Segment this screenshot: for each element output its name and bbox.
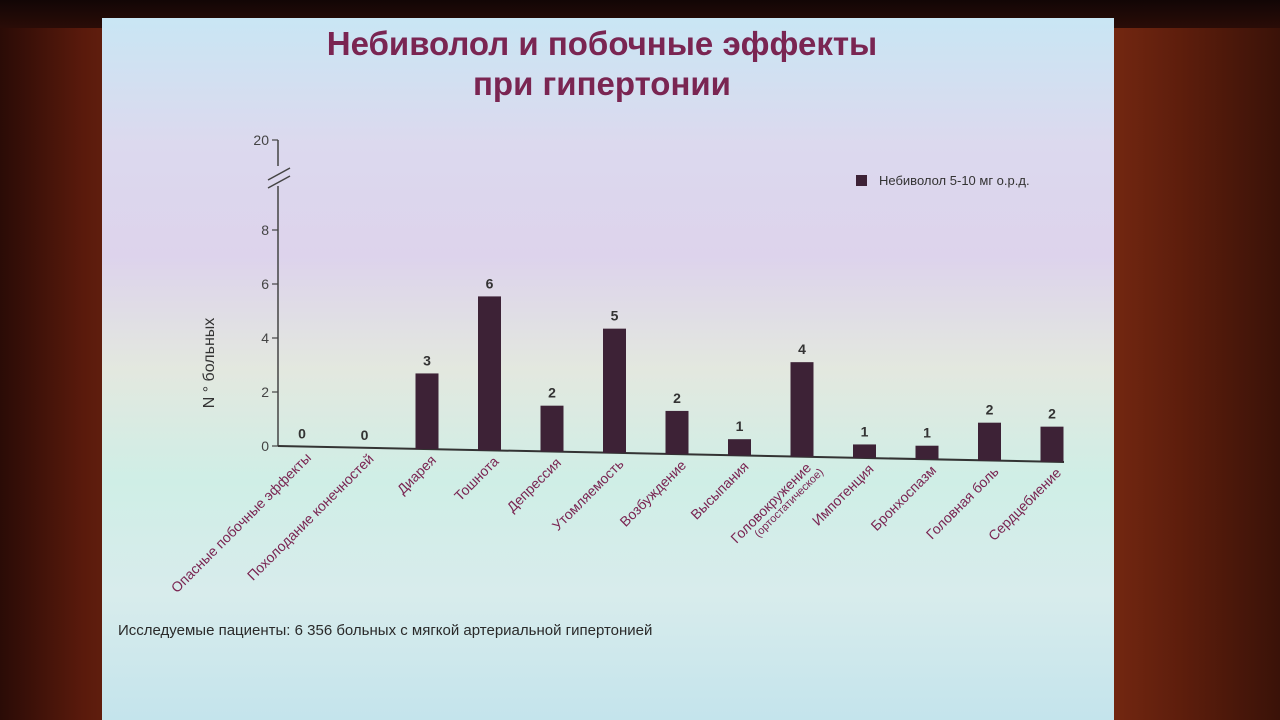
data-label: 3	[423, 352, 431, 368]
bar	[540, 405, 564, 452]
data-label: 2	[673, 390, 681, 406]
y-tick-label: 6	[261, 276, 269, 292]
title-line-1: Небиволол и побочные эффекты	[326, 25, 878, 62]
bar	[603, 328, 626, 453]
y-tick-label: 0	[261, 438, 269, 454]
category-label: Похолодание конечностей	[244, 451, 377, 584]
data-label: 2	[986, 402, 994, 418]
axis-break-mark	[267, 175, 291, 189]
slide-title: Небиволол и побочные эффекты при гиперто…	[252, 24, 952, 104]
category-label: Тошнота	[451, 453, 502, 504]
category-label: Высыпания	[687, 458, 751, 522]
bar	[1040, 426, 1064, 462]
category-label: Возбуждение	[616, 457, 689, 530]
bar	[728, 439, 751, 456]
data-label: 1	[923, 425, 931, 441]
legend-label: Небиволол 5-10 мг о.р.д.	[879, 173, 1030, 188]
data-label: 2	[548, 385, 556, 401]
data-label: 4	[798, 341, 806, 357]
bar	[415, 373, 439, 450]
data-label: 6	[486, 275, 494, 291]
bar	[978, 422, 1001, 461]
data-label: 0	[298, 425, 306, 441]
category-label: Диарея	[394, 452, 439, 497]
bar	[665, 410, 689, 455]
bar	[915, 445, 939, 460]
bar	[853, 444, 876, 458]
y-axis-label: N ° больных	[201, 318, 218, 409]
data-label: 0	[361, 427, 369, 443]
legend-swatch	[856, 175, 867, 186]
slide: Небиволол и побочные эффекты при гиперто…	[102, 18, 1114, 720]
data-label: 1	[736, 418, 744, 434]
y-tick-label: 8	[261, 222, 269, 238]
category-label: Бронхоспазм	[867, 462, 939, 534]
y-tick-label: 4	[261, 330, 269, 346]
axis-break-mark	[267, 167, 291, 181]
bar	[790, 362, 814, 457]
data-label: 2	[1048, 406, 1056, 422]
category-label: Депрессия	[503, 454, 564, 515]
y-tick-label: 20	[253, 132, 269, 148]
background-right	[1090, 0, 1280, 720]
bar	[478, 296, 501, 451]
footnote: Исследуемые пациенты: 6 356 больных с мя…	[118, 622, 653, 639]
y-tick-label: 2	[261, 384, 269, 400]
data-label: 5	[611, 308, 619, 324]
data-label: 1	[861, 423, 869, 439]
title-line-2: при гипертонии	[473, 65, 731, 102]
